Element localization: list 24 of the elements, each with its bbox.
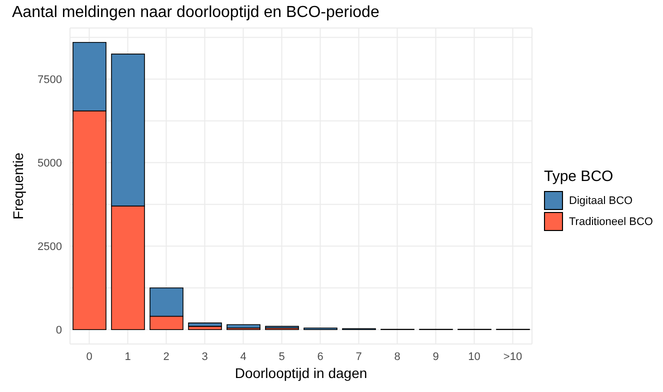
y-axis-title: Frequentie [10, 152, 26, 220]
bar [226, 324, 260, 328]
legend-title: Type BCO [544, 168, 614, 185]
x-tick-label: 2 [163, 350, 170, 363]
x-tick-label: 5 [278, 350, 285, 363]
chart-title: Aantal meldingen naar doorlooptijd en BCO-periode [12, 4, 380, 22]
x-tick-label: 0 [86, 350, 92, 363]
x-axis-title: Doorlooptijd in dagen [234, 365, 368, 381]
y-tick-label: 5000 [38, 158, 62, 170]
legend-label: Traditioneel BCO [569, 216, 653, 228]
x-tick-label: 10 [468, 350, 480, 363]
x-tick-label: >10 [503, 350, 522, 363]
x-tick-label: 3 [202, 350, 208, 363]
y-tick-label: 2500 [38, 241, 62, 254]
x-tick-label: 4 [240, 350, 246, 363]
x-tick-label: 1 [124, 350, 131, 363]
x-tick-label: 8 [394, 350, 400, 363]
x-tick-label: 6 [317, 350, 324, 363]
y-tick-label: 7500 [38, 74, 62, 86]
legend-label: Digitaal BCO [569, 194, 633, 206]
x-tick-label: 9 [432, 350, 439, 363]
x-tick-label: 7 [356, 350, 362, 363]
y-tick-label: 0 [56, 324, 62, 337]
bar [188, 322, 222, 327]
